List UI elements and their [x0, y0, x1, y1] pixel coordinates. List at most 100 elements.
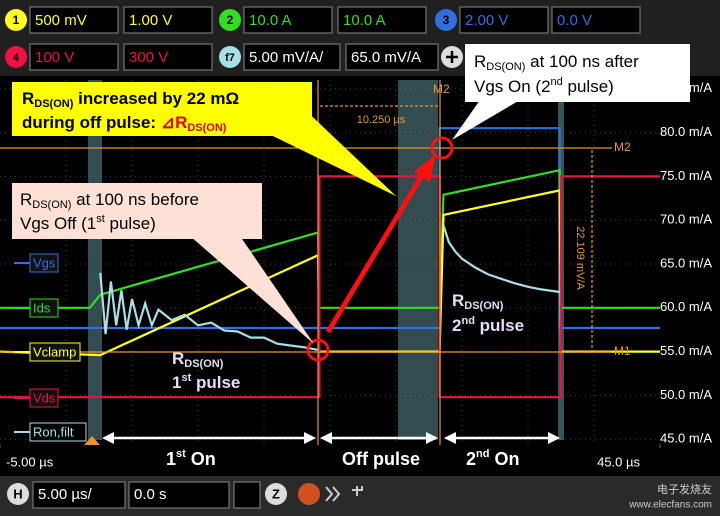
phase-label: 2nd On [466, 448, 519, 469]
switching-noise [398, 80, 438, 440]
setting-box[interactable] [243, 6, 333, 34]
subscript: DS(ON) [486, 61, 525, 73]
y-tick-label: 85.0 m/A [660, 80, 712, 95]
callout-text: during off pulse: ⊿RDS(ON) [22, 113, 227, 133]
cursor-delta-y: 22.109 mV/A [574, 226, 586, 290]
text: 2 [452, 316, 461, 335]
axes: 85.0 m/A 80.0 m/A 75.0 m/A 70.0 m/A 65.0 m/A… [0, 80, 712, 469]
text: pulse) [105, 214, 156, 233]
callout-box [465, 44, 690, 102]
channel-badge-label: 4 [13, 52, 20, 64]
y-tick-label: 80.0 m/A [660, 124, 712, 139]
channel-badge-label: 2 [227, 13, 234, 27]
pulse-label: RDS(ON) [172, 349, 224, 369]
legend-label: Ids [33, 300, 51, 315]
text: at 100 ns after [525, 52, 639, 71]
callout-text: Vgs Off (1st pulse) [20, 213, 156, 234]
pulse-label: RDS(ON) [452, 291, 504, 311]
setting-box[interactable] [123, 6, 213, 34]
setting-box[interactable] [29, 43, 119, 71]
horizontal-scale-box[interactable] [32, 481, 126, 509]
setting-box[interactable] [123, 43, 213, 71]
arrow-head [320, 432, 332, 444]
y-tick-label: 50.0 m/A [660, 387, 712, 402]
setting-box[interactable] [337, 6, 427, 34]
setting-box[interactable] [243, 43, 341, 71]
channel-badge[interactable] [5, 46, 27, 68]
forward-icon[interactable] [325, 486, 341, 502]
callout-text: Vgs On (2nd pulse) [474, 76, 614, 97]
zoom-badge-label: Z [272, 486, 280, 501]
callout-pointer [190, 236, 314, 344]
channel-badge[interactable] [219, 9, 241, 31]
text: pulse) [563, 77, 614, 96]
y-tick-label: 75.0 m/A [660, 168, 712, 183]
y-tick-label: 65.0 m/A [660, 255, 712, 270]
superscript: nd [551, 76, 563, 88]
text: On [489, 449, 519, 469]
superscript: nd [461, 315, 474, 327]
arrow-head [414, 154, 436, 182]
setting-value: 65.0 mV/A [351, 49, 421, 66]
add-icon [446, 51, 458, 63]
legend-label: Vds [33, 390, 56, 405]
callout-text: RDS(ON) at 100 ns before [20, 190, 199, 210]
superscript: st [181, 372, 191, 384]
setting-box[interactable] [29, 6, 119, 34]
setting-value: 1.00 V [129, 12, 172, 29]
arrow-head [548, 432, 560, 444]
h-badge[interactable] [7, 483, 29, 505]
text: at 100 ns before [71, 190, 199, 209]
cursor-label: M2 [614, 140, 631, 154]
watermark: 电子发烧友 [657, 482, 712, 496]
text: R [22, 89, 34, 108]
subscript: DS(ON) [464, 300, 503, 312]
channel-badge-label: f7 [225, 52, 235, 64]
text: increased by 22 mΩ [73, 89, 239, 108]
switching-noise [88, 80, 102, 440]
pulse-label: 1st pulse [172, 372, 240, 393]
channel-badge-label: 3 [443, 13, 450, 27]
text: Vgs On (2 [474, 77, 551, 96]
text: On [186, 449, 216, 469]
setting-box[interactable] [551, 6, 641, 34]
text: R [20, 190, 32, 209]
arrow-heads [102, 432, 560, 444]
channel-badge[interactable] [219, 46, 241, 68]
callout-box [12, 183, 262, 239]
phase-label: 1st On [166, 448, 216, 469]
cursor-label: M1 [614, 344, 631, 358]
text: pulse [475, 316, 524, 335]
setting-box[interactable] [345, 43, 439, 71]
channel-badge[interactable] [435, 9, 457, 31]
setting-box[interactable] [459, 6, 549, 34]
empty-box[interactable] [233, 481, 261, 509]
subscript: DS(ON) [184, 358, 223, 370]
run-icon[interactable] [298, 483, 320, 505]
horizontal-scale: 5.00 µs/ [38, 486, 93, 503]
subscript: DS(ON) [187, 122, 226, 134]
y-tick-label: 60.0 m/A [660, 299, 712, 314]
channel-badge[interactable] [5, 9, 27, 31]
legend-label: Ron,filt [33, 424, 74, 439]
delay-box[interactable] [128, 481, 230, 509]
subscript: DS(ON) [32, 199, 71, 211]
channel-badge-label: 1 [13, 13, 20, 27]
arrow-head [102, 432, 114, 444]
phase-label: Off pulse [342, 449, 420, 469]
y-tick-label: 45.0 m/A [660, 431, 712, 446]
pin-icon[interactable] [352, 486, 363, 496]
callout-text: RDS(ON) increased by 22 mΩ [22, 89, 239, 109]
setting-value: 0.0 V [557, 12, 592, 29]
setting-value: 300 V [129, 49, 168, 66]
callout-pointer [452, 100, 520, 140]
superscript: nd [476, 448, 489, 460]
zoom-badge[interactable] [265, 483, 287, 505]
x-tick-label: 45.0 µs [597, 454, 640, 469]
cursor-delta-x: 10.250 µs [357, 114, 406, 126]
legend-label: Vgs [33, 255, 56, 270]
text: R [474, 52, 486, 71]
text: R [452, 291, 464, 310]
